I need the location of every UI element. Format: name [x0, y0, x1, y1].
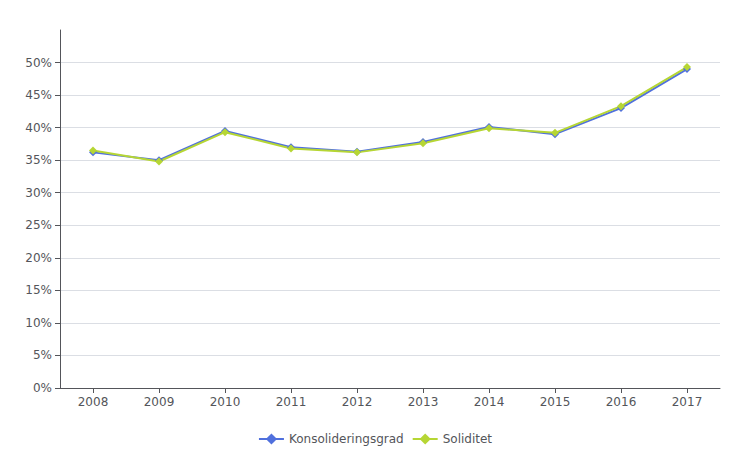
svg-text:Soliditet: Soliditet [443, 432, 493, 446]
svg-text:Konsolideringsgrad: Konsolideringsgrad [289, 432, 404, 446]
svg-text:2009: 2009 [144, 395, 175, 409]
svg-text:2015: 2015 [540, 395, 571, 409]
svg-text:2012: 2012 [342, 395, 373, 409]
svg-text:20%: 20% [25, 251, 52, 265]
svg-text:40%: 40% [25, 121, 52, 135]
svg-text:2008: 2008 [78, 395, 109, 409]
svg-text:0%: 0% [33, 381, 52, 395]
svg-text:2014: 2014 [474, 395, 505, 409]
svg-text:2016: 2016 [606, 395, 637, 409]
svg-text:30%: 30% [25, 186, 52, 200]
svg-text:10%: 10% [25, 316, 52, 330]
svg-text:35%: 35% [25, 153, 52, 167]
svg-text:2011: 2011 [276, 395, 307, 409]
svg-text:25%: 25% [25, 218, 52, 232]
svg-text:50%: 50% [25, 56, 52, 70]
svg-text:45%: 45% [25, 88, 52, 102]
svg-text:2013: 2013 [408, 395, 439, 409]
svg-text:5%: 5% [33, 348, 52, 362]
svg-text:15%: 15% [25, 283, 52, 297]
svg-text:2017: 2017 [672, 395, 703, 409]
svg-text:2010: 2010 [210, 395, 241, 409]
